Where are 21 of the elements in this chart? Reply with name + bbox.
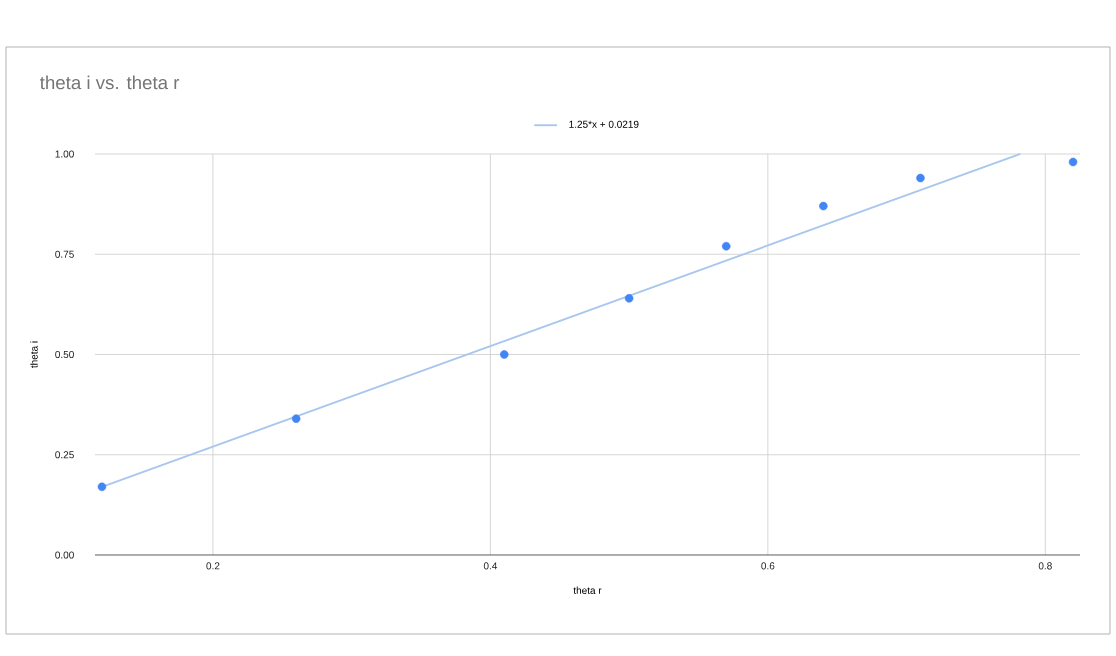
- point: [624, 294, 634, 303]
- x-tick-label: 0.2: [206, 562, 220, 570]
- y-axis-title: theta i: [30, 341, 38, 368]
- point: [97, 482, 107, 492]
- point: [819, 201, 828, 211]
- x-tick-label: 0.4: [483, 562, 498, 570]
- point: [499, 350, 509, 359]
- chart-title: theta i vs. theta r: [40, 75, 180, 90]
- x-axis-title: theta r: [573, 586, 602, 594]
- point: [1068, 157, 1078, 167]
- y-tick-label: 0.50: [55, 350, 74, 359]
- y-tick-label: 0.75: [55, 250, 74, 258]
- y-tick-label: 0.00: [55, 551, 74, 559]
- y-tick-label: 1.00: [55, 150, 74, 158]
- x-tick-label: 0.6: [761, 562, 775, 570]
- y-tick-label: 0.25: [55, 451, 74, 459]
- point: [916, 173, 925, 183]
- x-tick-label: 0.8: [1038, 562, 1052, 570]
- point: [721, 241, 731, 251]
- point: [291, 414, 301, 423]
- legend-label: 1.25*x + 0.0219: [569, 120, 639, 128]
